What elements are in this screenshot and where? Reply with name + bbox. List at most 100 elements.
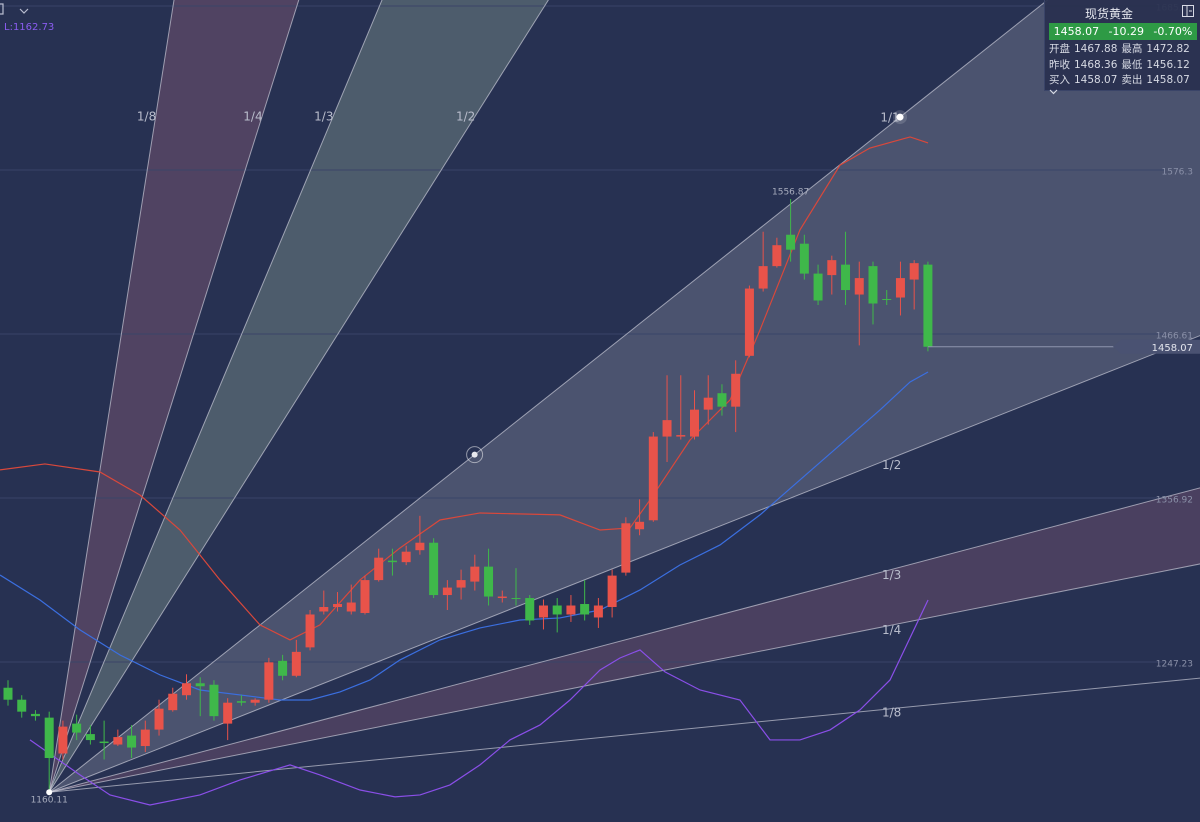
quote-value: 1456.12 <box>1146 59 1190 71</box>
price-change: -10.29 <box>1108 25 1144 38</box>
fan-line <box>49 487 1200 793</box>
fan-label: 1/3 <box>314 110 333 124</box>
fan-handle <box>896 113 904 121</box>
candle-body <box>497 596 507 599</box>
candle-body <box>882 299 892 301</box>
quote-value: 1468.36 <box>1074 59 1118 71</box>
y-tick-label: 1356.92 <box>1156 495 1193 505</box>
quote-key: 最低 <box>1121 59 1143 71</box>
candle-body <box>360 580 370 613</box>
candle-body <box>731 373 741 407</box>
fan-label: 1/8 <box>882 705 901 719</box>
quote-row: 买入 1458.07 卖出 1458.07 <box>1049 73 1199 95</box>
candle-body <box>552 605 562 615</box>
candle-body <box>717 393 727 407</box>
candle-body <box>181 683 191 696</box>
menu-icon[interactable] <box>0 3 4 15</box>
y-tick-label: 1466.61 <box>1156 331 1193 341</box>
candle-body <box>264 662 274 700</box>
panel-title: 现货黄金 <box>1084 7 1133 21</box>
candle-body <box>827 260 837 276</box>
candle-body <box>538 605 548 618</box>
candle-body <box>30 713 40 717</box>
fan-label: 1/8 <box>137 110 156 124</box>
candle-body <box>250 699 260 703</box>
candle-body <box>99 741 109 744</box>
candle-body <box>703 397 713 410</box>
high-label: 1556.87 <box>772 188 809 198</box>
panel-icon[interactable] <box>1181 4 1195 18</box>
candle-body <box>511 598 521 600</box>
quote-key: 最高 <box>1121 43 1143 55</box>
quote-value: 1458.07 <box>1146 74 1190 86</box>
quote-value: 1472.82 <box>1146 43 1190 55</box>
candle-body <box>140 729 150 747</box>
quote-panel: 现货黄金 1458.07 -10.29 -0.70% 开盘 1467.88 最高 14… <box>1044 0 1200 95</box>
candle-body <box>127 735 137 748</box>
indicator-line <box>0 371 929 701</box>
fan-line <box>49 677 1200 793</box>
fan-band <box>49 0 1200 793</box>
fan-label: 1/2 <box>882 458 901 472</box>
candle-body <box>621 523 631 573</box>
quote-row: 昨收 1468.36 最低 1456.12 <box>1049 58 1199 73</box>
candle-body <box>72 723 82 733</box>
candle-body <box>786 234 796 250</box>
candle-body <box>195 683 205 687</box>
candle-body <box>291 651 301 676</box>
candle-body <box>593 605 603 618</box>
grid <box>0 5 1165 663</box>
indicator-label: L:1162.73 <box>4 22 55 33</box>
candle-body <box>319 607 329 612</box>
quote-value: 1467.88 <box>1074 43 1118 55</box>
expand-icon[interactable] <box>1049 88 1058 96</box>
quote-row: 开盘 1467.88 最高 1472.82 <box>1049 42 1199 57</box>
indicator-line <box>0 136 929 641</box>
last-price-tag <box>1113 339 1200 354</box>
fan-label: 1/3 <box>882 568 901 582</box>
candle-body <box>909 263 919 280</box>
candle-body <box>415 542 425 551</box>
candle-body <box>580 604 590 615</box>
candle-body <box>223 702 233 724</box>
candle-body <box>456 580 466 588</box>
candle-body <box>841 264 851 291</box>
fan-handle <box>471 451 478 458</box>
candle-body <box>17 699 27 712</box>
quote-key: 卖出 <box>1121 74 1143 86</box>
candle-body <box>154 708 164 730</box>
candle-body <box>607 575 617 608</box>
candle-body <box>429 542 439 596</box>
quote-key: 开盘 <box>1049 43 1070 55</box>
overlays <box>0 136 929 806</box>
candle-body <box>387 560 397 563</box>
candle-body <box>58 726 68 754</box>
candle-body <box>813 273 823 301</box>
last-price-label: 1458.07 <box>1152 343 1193 354</box>
candle-body <box>799 243 809 274</box>
dropdown-icon[interactable] <box>19 8 29 14</box>
candles <box>3 199 933 793</box>
price-change-pct: -0.70% <box>1153 25 1193 38</box>
candle-body <box>895 278 905 298</box>
quote-key: 昨收 <box>1049 59 1070 71</box>
fan-label: 1/4 <box>882 623 901 637</box>
price-bar: 1458.07 -10.29 -0.70% <box>1049 23 1197 40</box>
candle-body <box>113 737 123 745</box>
candle-body <box>676 435 686 437</box>
candle-body <box>868 266 878 304</box>
candle-body <box>854 278 864 295</box>
candle-body <box>758 266 768 289</box>
candle-body <box>484 566 494 597</box>
quote-key: 买入 <box>1049 74 1070 86</box>
candle-body <box>662 420 672 437</box>
candle-body <box>772 245 782 267</box>
fan-label: 1/1 <box>880 111 899 125</box>
y-tick-label: 1247.23 <box>1156 659 1193 669</box>
candle-body <box>923 264 933 347</box>
candle-body <box>648 436 658 521</box>
candle-body <box>305 614 315 648</box>
candle-body <box>346 602 356 612</box>
